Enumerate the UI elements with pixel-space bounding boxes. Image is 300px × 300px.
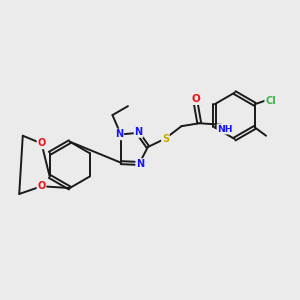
Text: O: O xyxy=(38,181,46,191)
Text: S: S xyxy=(162,134,169,144)
Text: O: O xyxy=(38,139,46,148)
Text: O: O xyxy=(191,94,200,104)
Text: N: N xyxy=(134,127,142,137)
Text: N: N xyxy=(115,129,123,140)
Text: N: N xyxy=(136,159,144,169)
Text: NH: NH xyxy=(218,125,233,134)
Text: Cl: Cl xyxy=(265,96,276,106)
